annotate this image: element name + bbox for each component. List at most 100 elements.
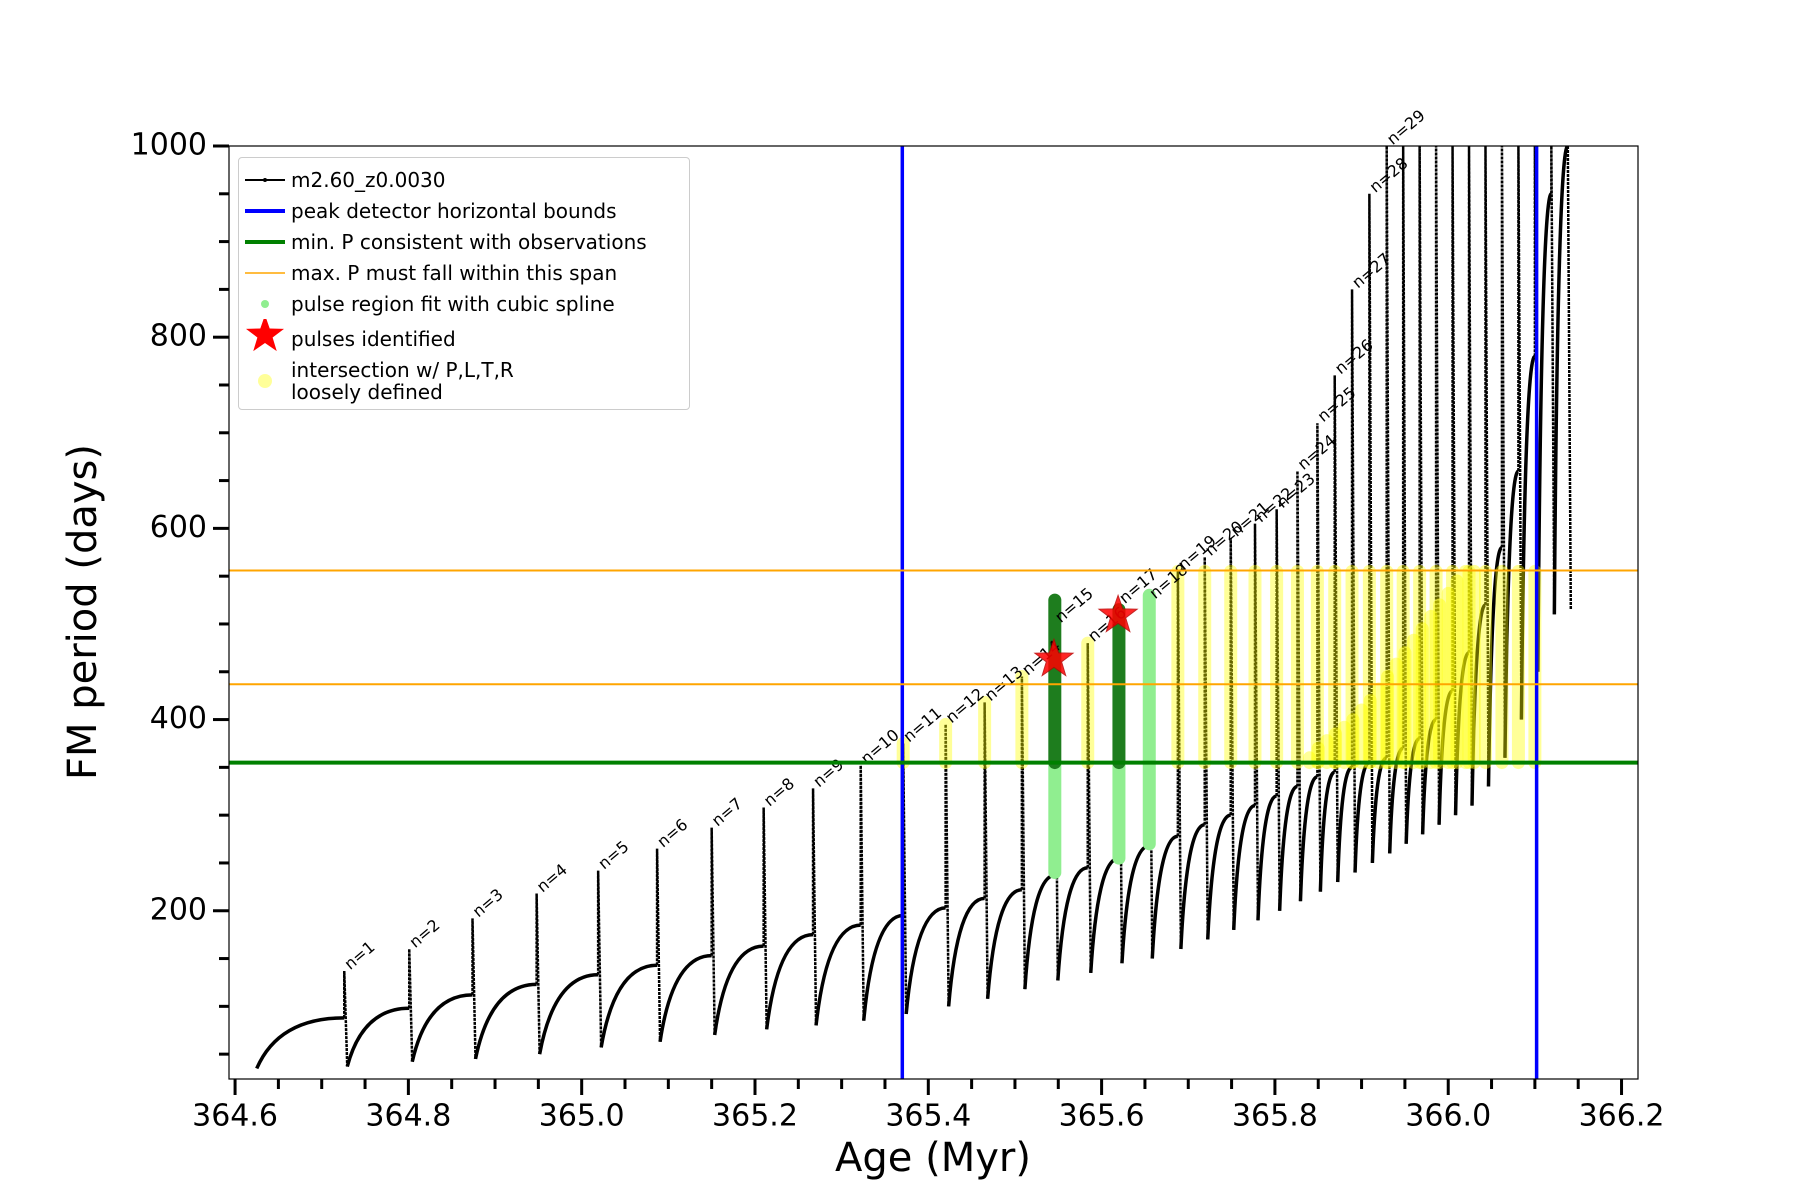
pulse-spike [1350, 289, 1357, 873]
legend-symbol [263, 177, 267, 182]
plot-frame [228, 145, 1639, 1080]
pulse-label: n=1 [341, 937, 379, 973]
curve-segment [1353, 760, 1371, 873]
curve-segment [1179, 822, 1206, 950]
pulse-spike [1275, 509, 1281, 911]
legend-marker [245, 177, 285, 182]
curve-segment [1437, 689, 1454, 825]
curve-segment [255, 1016, 345, 1070]
pulse-label: n=29 [1383, 106, 1429, 149]
curve-segment [1387, 746, 1404, 854]
pulse-spike [762, 807, 768, 1030]
y-tick-label: 1000 [131, 128, 207, 163]
legend-label: pulse region fit with cubic spline [291, 291, 615, 316]
pulse-spike [1418, 146, 1424, 835]
curve-segment [1256, 794, 1278, 921]
pulse-label: n=5 [594, 837, 632, 873]
legend-entry: peak detector horizontal bounds [239, 195, 689, 226]
legend-marker [245, 239, 285, 244]
pulse-spike [1500, 146, 1507, 758]
curve-segment [1056, 865, 1089, 981]
curve-segment [1205, 813, 1232, 940]
y-tick-label: 400 [150, 701, 207, 736]
curve-segment [946, 896, 985, 1007]
x-tick-label: 365.6 [1059, 1099, 1145, 1134]
x-tick-label: 365.0 [539, 1099, 625, 1134]
pulse-spike [1550, 146, 1556, 615]
legend-symbol [258, 374, 272, 388]
legend-marker [245, 271, 285, 274]
legend-entry: m2.60_z0.0030 [239, 164, 689, 195]
pulse-spike [1086, 643, 1092, 973]
star-marker [1033, 637, 1075, 677]
x-tick-label: 364.8 [365, 1099, 451, 1134]
x-axis-label: Age (Myr) [835, 1135, 1031, 1181]
curve-segment [1088, 856, 1120, 973]
y-tick-label: 600 [150, 510, 207, 545]
y-axis-label: FM period (days) [60, 444, 106, 780]
pulse-spike [859, 765, 865, 1021]
legend-label: m2.60_z0.0030 [291, 167, 446, 192]
pulse-spike [710, 827, 716, 1036]
legend-label: pulses identified [291, 327, 456, 351]
curve-segment [1298, 775, 1319, 902]
pulse-label: n=8 [760, 774, 798, 810]
curve-segment [1023, 873, 1056, 990]
x-tick-label: 364.6 [192, 1099, 278, 1134]
curve-segment [599, 963, 658, 1048]
pulse-label: n=4 [533, 860, 571, 896]
curve-segment [861, 913, 904, 1021]
pulse-label: n=6 [653, 815, 691, 851]
legend-entry: pulse region fit with cubic spline [239, 288, 689, 319]
x-tick-label: 365.2 [712, 1099, 798, 1134]
legend-marker [245, 208, 285, 213]
pulse-spike [596, 870, 603, 1048]
legend-entry: max. P must fall within this span [239, 257, 689, 288]
legend-label: min. P consistent with observations [291, 229, 647, 254]
curve-segment [1335, 765, 1353, 883]
curve-segment [1552, 146, 1570, 615]
legend-symbol [261, 299, 269, 308]
pulse-spike [944, 724, 950, 1007]
curve-segment [1503, 469, 1521, 758]
pulse-spike [811, 788, 818, 1026]
pulse-spike [343, 970, 349, 1067]
curve-segment [1150, 834, 1179, 959]
x-tick-label: 365.8 [1232, 1099, 1318, 1134]
pulse-spike [1316, 423, 1322, 892]
curve-segment [345, 1006, 410, 1068]
pulse-label: n=11 [899, 703, 945, 746]
curve-segment [1536, 192, 1554, 672]
curve-segment [712, 944, 764, 1036]
x-tick-label: 365.4 [885, 1099, 971, 1134]
pulse-label: n=9 [809, 755, 847, 791]
curve-segment [473, 982, 537, 1060]
curve-segment [1420, 717, 1437, 835]
curve-segment [1404, 736, 1421, 844]
x-tick-label: 366.2 [1579, 1099, 1665, 1134]
pulse-spike [535, 893, 541, 1055]
pulse-spike [471, 918, 477, 1059]
curve-segment [1318, 770, 1336, 892]
y-tick-label: 200 [150, 892, 207, 927]
legend-symbol [245, 319, 285, 352]
pulse-spike [1229, 537, 1235, 930]
legend-marker [261, 299, 269, 308]
star-marker [1097, 593, 1139, 633]
curve-segment [1486, 545, 1503, 787]
pulse-spike [1517, 146, 1523, 720]
pulse-spike [1467, 146, 1474, 806]
x-tick-label: 366.0 [1405, 1099, 1491, 1134]
curve-segment [1277, 784, 1299, 911]
pulse-spike [1401, 146, 1408, 844]
legend-label: intersection w/ P,L,T,R loosely defined [291, 358, 514, 404]
pulse-label: n=7 [708, 794, 746, 830]
curve-segment [1453, 650, 1470, 816]
pulse-spike [1203, 557, 1209, 940]
legend-entry: min. P consistent with observations [239, 226, 689, 257]
pulse-spike [1296, 471, 1302, 902]
legend-label: max. P must fall within this span [291, 260, 618, 285]
